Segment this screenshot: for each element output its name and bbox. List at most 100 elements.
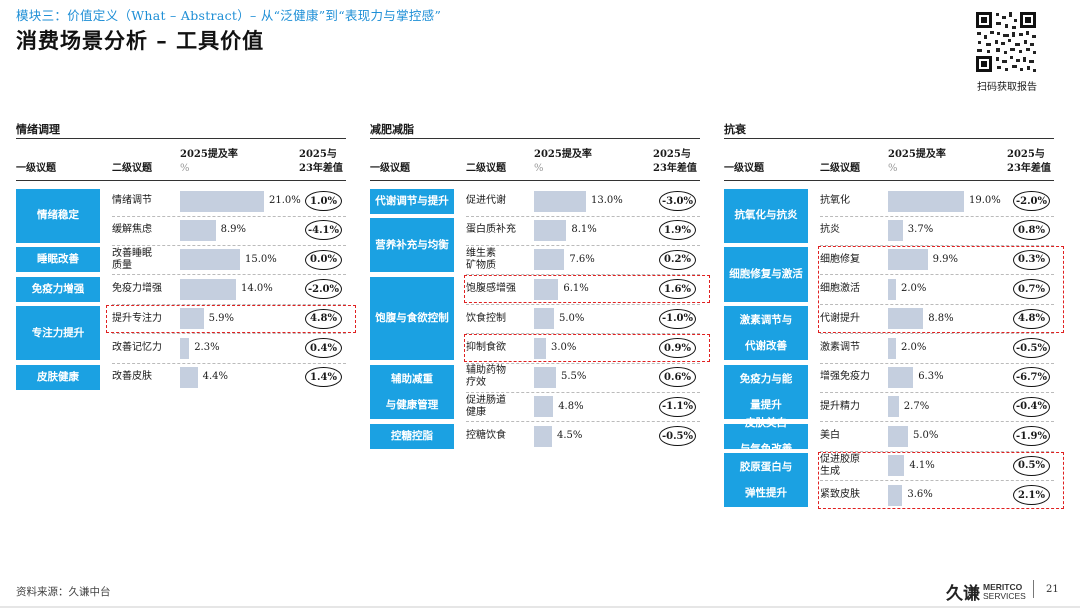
row-divider [466,362,700,364]
bar-value-label: 6.1% [563,283,589,295]
category-box: 激素调节与 代谢改善 [724,306,808,361]
row-label: 提升专注力 [112,312,162,324]
row-label: 抗氧化 [820,195,850,206]
column-header-level2: 二级议题 [112,163,152,174]
highlight-box [818,245,1064,333]
row-divider [112,362,346,364]
row-label: 代谢提升 [820,312,860,324]
column-header-level1: 一级议题 [370,163,410,174]
diff-badge: 0.6% [659,367,696,388]
bar [888,455,905,477]
bar [534,308,554,330]
row-divider [466,215,700,217]
diff-badge: 2.1% [1013,485,1050,505]
bar-value-label: 4.8% [558,400,584,412]
category-box: 情绪稳定 [16,188,100,243]
column-header-level2: 二级议题 [466,163,506,174]
header-rule [724,180,1054,181]
row-divider [820,333,1054,335]
category-box: 控糖控脂 [370,423,454,449]
bar-value-label: 8.1% [571,224,597,236]
diff-badge: -1.0% [659,308,696,329]
column-header-diff: 2025与 23年差值 [653,149,697,174]
logo-en-line1: MERITCO [983,581,1023,592]
bar [180,249,240,271]
bar-value-label: 7.6% [569,253,595,265]
page-title: 消费场景分析 – 工具价值 [16,28,265,53]
diff-badge: -0.4% [1013,396,1050,417]
column-header-level1: 一级议题 [16,163,56,174]
row-label: 紧致皮肤 [820,489,860,500]
row-divider [112,215,346,217]
row-divider [112,244,346,246]
bar [534,219,567,241]
column-header-diff: 2025与 23年差值 [1007,149,1051,174]
bar [888,366,914,388]
highlight-box [464,334,710,362]
row-divider [820,215,1054,217]
row-divider [466,274,700,276]
logo-en-line2: SERVICES [983,590,1026,601]
logo-cn: 久谦 [946,584,980,604]
bar [534,366,556,388]
category-box: 细胞修复与激活 [724,247,808,302]
row-divider [820,480,1054,482]
bar [888,219,903,241]
row-label: 控糖饮食 [466,430,506,442]
source-note: 资料来源：久谦中台 [16,586,111,598]
bar-value-label: 2.7% [903,400,930,412]
row-divider [112,274,346,276]
row-divider [820,450,1054,452]
page-separator [1033,580,1034,598]
bottom-rule [0,606,1080,608]
bar-value-label: 4.5% [557,430,583,442]
bar-value-label: 21.0% [269,195,301,206]
category-box: 辅助减重 与健康管理 [370,364,454,420]
row-label: 美白 [820,430,840,442]
bar [888,425,908,447]
category-box: 营养补充与均衡 [370,217,454,273]
row-divider [820,303,1054,305]
highlight-box [818,451,1064,509]
diff-badge: 1.9% [659,220,696,241]
diff-badge: 0.3% [1013,249,1050,270]
panel-title: 情绪调理 [16,123,60,136]
row-divider [466,391,700,393]
header-rule [16,180,346,181]
category-box: 代谢调节与提升 [370,188,454,214]
column-header-level2: 二级议题 [820,163,860,174]
column-header-rate: 2025提及率% [888,149,946,174]
row-label: 饱腹感增强 [466,283,516,295]
diff-badge: -4.1% [305,220,342,241]
bar-value-label: 9.9% [932,253,958,265]
bar-value-label: 5.5% [561,371,587,383]
module-subtitle: 模块三：价值定义（What – Abstract）– 从“泛健康”到“表现力与掌… [16,8,442,23]
row-label: 激素调节 [820,342,860,353]
category-box: 免疫力与能 量提升 [724,364,808,420]
bar [534,425,552,447]
bar-value-label: 15.0% [245,253,277,265]
row-label: 增强免疫力 [820,371,870,383]
bar [180,190,264,212]
bar [180,366,198,388]
category-box: 睡眠改善 [16,247,100,273]
diff-badge: -2.0% [1013,191,1050,211]
bar-value-label: 14.0% [241,283,273,295]
category-box: 胶原蛋白与 弹性提升 [724,453,808,508]
panel-title: 减肥减脂 [370,123,414,136]
diff-badge: -2.0% [305,279,342,300]
diff-badge: 0.5% [1013,455,1050,476]
bar-value-label: 4.4% [202,371,228,383]
diff-badge: 4.8% [305,308,342,329]
bar [534,396,554,418]
bar [180,219,216,241]
category-box: 专注力提升 [16,306,100,361]
diff-badge: 0.7% [1013,279,1050,300]
diff-badge: -0.5% [659,426,696,447]
header-rule [370,180,700,181]
category-box: 皮肤美白 与气色改善 [724,417,808,455]
logo-en: MERITCO SERVICES [983,581,1026,601]
row-label: 免疫力增强 [112,283,162,295]
diff-badge: 4.8% [1013,308,1050,329]
bar [888,337,896,359]
